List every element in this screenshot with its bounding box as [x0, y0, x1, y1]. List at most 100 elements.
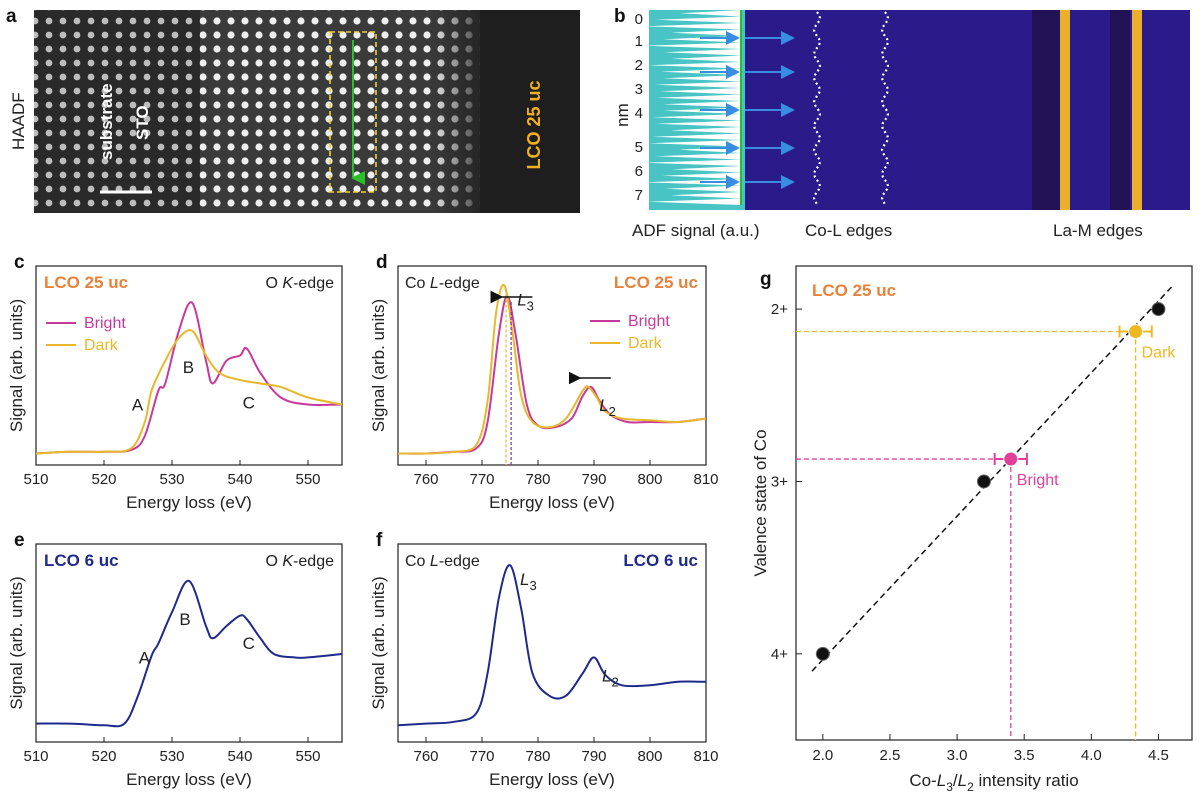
plot-frame	[397, 543, 707, 743]
fit-line	[811, 286, 1173, 672]
haadf-label: HAADF	[9, 92, 28, 150]
series-line-dark	[397, 283, 707, 455]
series-line-lco-6-uc	[35, 579, 343, 728]
panel-letter-b: b	[614, 6, 626, 27]
x-tick-label: 530	[159, 471, 184, 488]
panel-c: c 510 520 530 540 550 Energy loss (eV) Signal (…	[7, 252, 343, 512]
x-tick-label: 800	[637, 471, 662, 488]
x-tick-label: 4.0	[1081, 747, 1102, 764]
x-tick-label: 770	[469, 471, 494, 488]
selection-box	[329, 31, 377, 193]
y-axis-label: Signal (arb. units)	[7, 576, 26, 709]
co-l-edge-trace-1	[812, 11, 822, 205]
panel-a: a HAADF substrate STO LCO 25 uc	[6, 6, 580, 213]
nm-tick-labels: 0 1 2 3 4 5 6 7	[635, 11, 643, 204]
legend-label: Bright	[84, 315, 126, 332]
edge-label: Co L-edge	[405, 275, 480, 292]
x-tick-label: 530	[159, 748, 184, 765]
y-axis-label: Signal (arb. units)	[369, 576, 388, 709]
series-line-dark	[35, 329, 343, 455]
panel-b: b nm 0 1 2 3 4 5 6 7 ADF signal (a.u.) C…	[613, 6, 1190, 240]
peak-label-c: C	[243, 634, 255, 653]
peak-label-a: A	[132, 396, 144, 415]
tick-nm: 2	[635, 57, 643, 74]
x-tick-label: 790	[581, 748, 606, 765]
x-tick-label: 520	[91, 748, 116, 765]
header-label: LCO 6 uc	[44, 551, 119, 570]
co-l-edges-label: Co-L edges	[805, 221, 892, 240]
header-label: LCO 25 uc	[44, 273, 128, 292]
y-tick-label: 3+	[771, 473, 788, 490]
dark-label: Dark	[1142, 344, 1177, 361]
peak-label-b: B	[179, 610, 190, 629]
legend-label: Bright	[628, 313, 670, 330]
reference-point	[815, 646, 830, 661]
x-tick-label: 540	[227, 471, 252, 488]
la-m-edge-2	[1132, 10, 1142, 210]
plot-frame	[35, 543, 343, 743]
peak-label-a: A	[139, 649, 151, 668]
x-axis-label: Co-L3/L2 intensity ratio	[909, 771, 1078, 794]
vacuum-region	[480, 10, 580, 213]
y-axis-label: Signal (arb. units)	[369, 299, 388, 432]
axis-label-nm: nm	[613, 103, 632, 127]
la-m-edges-label: La-M edges	[1053, 221, 1143, 240]
x-axis-label: Energy loss (eV)	[126, 493, 252, 512]
lco-label: LCO 25 uc	[524, 80, 544, 169]
x-tick-label: 800	[637, 748, 662, 765]
tick-nm: 6	[635, 163, 643, 180]
plot-frame	[35, 265, 343, 466]
sto-label-sto: STO	[133, 105, 152, 140]
x-tick-label: 550	[295, 748, 320, 765]
panel-d: d 760 770 780 790 800 810 Energy loss (eV) Signa…	[369, 252, 719, 512]
peak-label-l2: L2	[602, 666, 619, 689]
panel-letter-d: d	[376, 252, 388, 273]
panel-letter-f: f	[376, 530, 383, 551]
y-tick-label: 4+	[771, 646, 788, 663]
panel-g: g LCO 25 uc 2.0 2.5 3.0 3.5 4.0 4.5 2+ 3+ 4+ Co-L3/…	[751, 265, 1193, 794]
adf-signal-label: ADF signal (a.u.)	[632, 221, 760, 240]
la-m-edge-1	[1060, 10, 1070, 210]
legend-label: Dark	[628, 335, 663, 352]
edge-label: O K-edge	[266, 275, 335, 292]
x-tick-label: 790	[581, 471, 606, 488]
panel-letter-e: e	[14, 530, 25, 551]
adf-signal-spikes	[644, 10, 741, 205]
x-tick-label: 810	[693, 471, 718, 488]
edge-label: O K-edge	[266, 553, 335, 570]
tick-nm: 0	[635, 11, 643, 28]
x-tick-label: 520	[91, 471, 116, 488]
x-tick-label: 810	[693, 748, 718, 765]
peak-label-c: C	[243, 394, 255, 413]
plot-frame	[397, 265, 707, 466]
x-tick-label: 540	[227, 748, 252, 765]
blue-arrows	[700, 31, 795, 189]
y-axis-label: Signal (arb. units)	[7, 299, 26, 432]
x-tick-label: 3.5	[1014, 747, 1035, 764]
panel-f: f 760 770 780 790 800 810 Energy loss (eV) Signa…	[369, 530, 719, 789]
x-tick-label: 4.5	[1148, 747, 1169, 764]
peak-label-l3: L3	[517, 291, 534, 314]
header-label: LCO 6 uc	[623, 551, 698, 570]
bright-label: Bright	[1017, 472, 1059, 489]
x-tick-label: 760	[413, 748, 438, 765]
plot-frame	[795, 265, 1193, 741]
x-tick-label: 2.5	[880, 747, 901, 764]
panel-e: e 510 520 530 540 550 Energy loss (eV) Signal (…	[7, 530, 343, 789]
peak-label-b: B	[183, 358, 194, 377]
x-axis-label: Energy loss (eV)	[126, 770, 252, 789]
series-line-bright	[35, 301, 343, 455]
x-tick-label: 510	[23, 748, 48, 765]
x-tick-label: 2.0	[812, 747, 833, 764]
dark-point	[1128, 323, 1144, 339]
bright-point	[1003, 451, 1019, 467]
legend-label: Dark	[84, 337, 119, 354]
peak-label-l2: L2	[599, 396, 616, 419]
tick-nm: 1	[635, 33, 643, 50]
panel-letter-c: c	[14, 252, 25, 273]
reference-point	[976, 474, 991, 489]
tick-nm: 7	[635, 187, 643, 204]
y-tick-label: 2+	[771, 301, 788, 318]
header-label: LCO 25 uc	[812, 281, 896, 300]
